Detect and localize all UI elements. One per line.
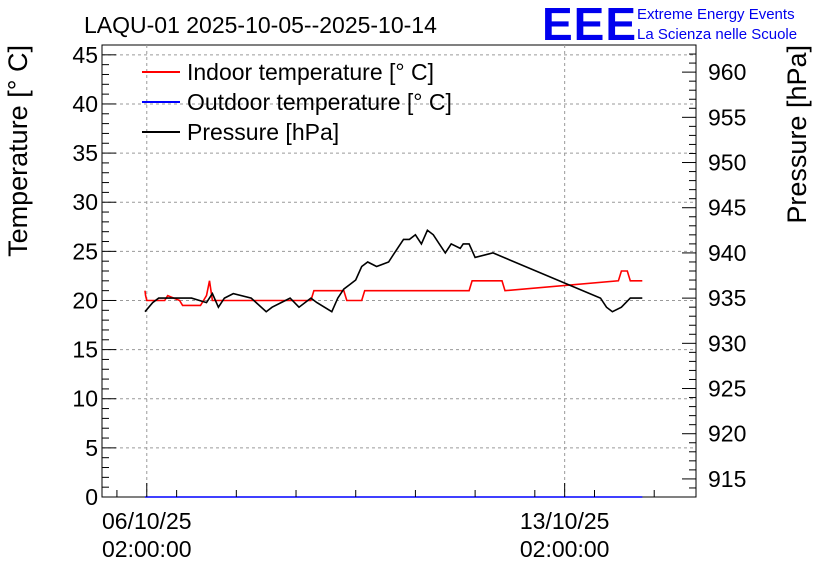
- y-tick-label: 0: [85, 484, 98, 510]
- y-tick-label: 30: [72, 189, 98, 215]
- x-tick-label-time: 02:00:00: [102, 536, 192, 562]
- eee-logo: EEE Extreme Energy Events La Scienza nel…: [542, 0, 797, 50]
- y-tick-label: 20: [72, 287, 98, 313]
- eee-logo-mark: EEE: [542, 0, 637, 50]
- y2-tick-label: 945: [708, 195, 746, 221]
- y-tick-label: 25: [72, 238, 98, 264]
- y-tick-label: 10: [72, 386, 98, 412]
- x-tick-label-time: 02:00:00: [520, 536, 610, 562]
- y2-axis-title: Pressure [hPa]: [782, 45, 812, 224]
- y2-tick-label: 950: [708, 150, 746, 176]
- y2-tick-label: 930: [708, 330, 746, 356]
- legend-label-outdoor: Outdoor temperature [° C]: [187, 89, 452, 115]
- indoor-temperature-line: [144, 270, 643, 307]
- y-tick-label: 45: [72, 42, 98, 68]
- y-tick-label: 5: [85, 435, 98, 461]
- y2-tick-label: 955: [708, 104, 746, 130]
- eee-logo-line1: Extreme Energy Events: [637, 6, 795, 23]
- y2-tick-label: 920: [708, 421, 746, 447]
- axes: 0 5 10 15 20 25 30 35 40 45 915 920 925 930 935 940 945 9…: [72, 42, 746, 562]
- x-tick-label-date: 13/10/25: [520, 508, 610, 534]
- y-tick-label: 35: [72, 140, 98, 166]
- eee-logo-line2: La Scienza nelle Scuole: [637, 26, 797, 43]
- y-tick-label: 15: [72, 337, 98, 363]
- series-layer: [144, 229, 643, 498]
- x-tick-label-date: 06/10/25: [102, 508, 192, 534]
- chart-title: LAQU-01 2025-10-05--2025-10-14: [84, 12, 437, 38]
- pressure-line: [144, 229, 643, 313]
- y2-tick-label: 940: [708, 240, 746, 266]
- legend-label-indoor: Indoor temperature [° C]: [187, 59, 434, 85]
- y2-tick-label: 960: [708, 59, 746, 85]
- legend: Indoor temperature [° C] Outdoor tempera…: [142, 59, 452, 145]
- y-tick-label: 40: [72, 91, 98, 117]
- y2-tick-label: 925: [708, 376, 746, 402]
- legend-label-pressure: Pressure [hPa]: [187, 119, 339, 145]
- y-axis-title: Temperature [° C]: [3, 45, 33, 257]
- y2-tick-label: 915: [708, 466, 746, 492]
- y2-tick-label: 935: [708, 285, 746, 311]
